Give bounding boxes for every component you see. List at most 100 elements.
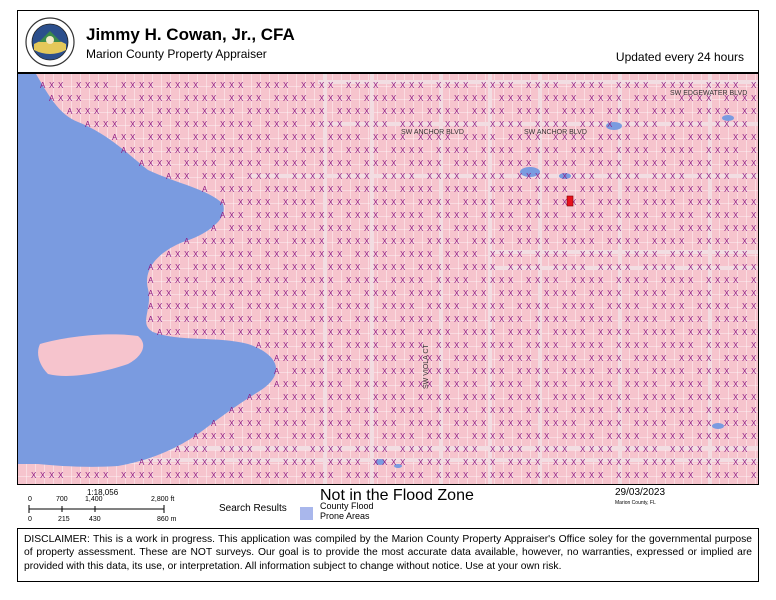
flood-code-x: X <box>598 419 604 428</box>
flood-code-x: X <box>139 81 145 90</box>
flood-code-x: X <box>157 289 163 298</box>
flood-code-x: X <box>481 263 487 272</box>
flood-code-x: X <box>175 172 181 181</box>
flood-code-x: X <box>733 211 739 220</box>
flood-code-x: X <box>463 393 469 402</box>
flood-code-x: X <box>724 120 730 129</box>
flood-code-a: A <box>157 328 163 337</box>
flood-code-x: X <box>319 367 325 376</box>
flood-code-x: X <box>508 224 514 233</box>
flood-code-x: X <box>526 159 532 168</box>
flood-code-x: X <box>211 289 217 298</box>
flood-code-x: X <box>184 445 190 454</box>
flood-code-x: X <box>706 133 712 142</box>
flood-code-x: X <box>697 198 703 207</box>
flood-code-x: X <box>697 185 703 194</box>
flood-code-x: X <box>553 315 559 324</box>
flood-code-x: X <box>373 146 379 155</box>
flood-code-x: X <box>274 276 280 285</box>
flood-code-x: X <box>706 419 712 428</box>
flood-code-x: X <box>319 445 325 454</box>
flood-code-x: X <box>166 289 172 298</box>
selected-parcel[interactable] <box>566 195 574 207</box>
flood-code-x: X <box>742 354 748 363</box>
flood-code-x: X <box>319 146 325 155</box>
flood-code-x: X <box>526 432 532 441</box>
flood-code-x: X <box>373 185 379 194</box>
flood-code-x: X <box>292 393 298 402</box>
flood-code-x: X <box>364 419 370 428</box>
flood-code-x: X <box>481 237 487 246</box>
flood-code-x: X <box>544 406 550 415</box>
flood-code-x: X <box>751 198 757 207</box>
flood-code-x: X <box>706 211 712 220</box>
flood-code-x: X <box>562 458 568 467</box>
flood-code-x: X <box>202 250 208 259</box>
flood-code-x: X <box>238 445 244 454</box>
flood-code-x: X <box>391 289 397 298</box>
flood-code-x: X <box>544 172 550 181</box>
flood-code-x: X <box>202 237 208 246</box>
flood-code-x: X <box>247 302 253 311</box>
flood-code-x: X <box>589 172 595 181</box>
flood-code-x: X <box>508 211 514 220</box>
flood-code-x: X <box>373 94 379 103</box>
flood-code-x: X <box>643 224 649 233</box>
flood-code-x: X <box>436 341 442 350</box>
flood-code-x: X <box>436 159 442 168</box>
flood-code-x: X <box>652 159 658 168</box>
flood-code-x: X <box>535 211 541 220</box>
flood-code-x: X <box>652 328 658 337</box>
flood-code-x: X <box>751 471 757 480</box>
flood-code-x: X <box>373 328 379 337</box>
flood-code-x: X <box>607 315 613 324</box>
flood-code-x: X <box>481 146 487 155</box>
flood-code-x: X <box>616 263 622 272</box>
flood-code-x: X <box>310 315 316 324</box>
flood-code-x: X <box>256 289 262 298</box>
flood-code-x: X <box>373 289 379 298</box>
flood-code-x: X <box>580 211 586 220</box>
flood-code-x: X <box>274 419 280 428</box>
flood-code-x: X <box>445 315 451 324</box>
flood-code-x: X <box>436 263 442 272</box>
flood-code-x: X <box>742 107 748 116</box>
flood-code-x: X <box>373 445 379 454</box>
flood-code-x: X <box>58 81 64 90</box>
flood-code-x: X <box>706 367 712 376</box>
flood-code-x: X <box>742 120 748 129</box>
flood-code-x: X <box>535 185 541 194</box>
flood-code-x: X <box>193 445 199 454</box>
flood-code-x: X <box>166 159 172 168</box>
flood-code-x: X <box>454 250 460 259</box>
flood-code-x: X <box>517 315 523 324</box>
flood-code-x: X <box>634 159 640 168</box>
flood-code-x: X <box>544 81 550 90</box>
flood-code-x: X <box>283 341 289 350</box>
flood-code-x: X <box>454 289 460 298</box>
flood-code-x: X <box>229 471 235 480</box>
flood-code-x: X <box>733 263 739 272</box>
flood-code-x: X <box>346 224 352 233</box>
flood-code-x: X <box>715 146 721 155</box>
street-label-anchor-east: SW ANCHOR BLVD <box>524 129 587 136</box>
road-network <box>18 74 758 484</box>
flood-code-x: X <box>742 185 748 194</box>
flood-code-x: X <box>427 172 433 181</box>
flood-code-x: X <box>751 159 757 168</box>
flood-code-x: X <box>391 172 397 181</box>
flood-code-x: X <box>220 250 226 259</box>
flood-code-x: X <box>598 133 604 142</box>
flood-code-x: X <box>571 367 577 376</box>
flood-code-x: X <box>598 458 604 467</box>
flood-code-x: X <box>283 276 289 285</box>
flood-code-x: X <box>688 94 694 103</box>
flood-code-x: X <box>742 445 748 454</box>
flood-code-x: X <box>652 263 658 272</box>
flood-code-x: X <box>355 81 361 90</box>
flood-code-x: X <box>256 302 262 311</box>
flood-code-x: X <box>733 133 739 142</box>
flood-code-x: X <box>346 107 352 116</box>
